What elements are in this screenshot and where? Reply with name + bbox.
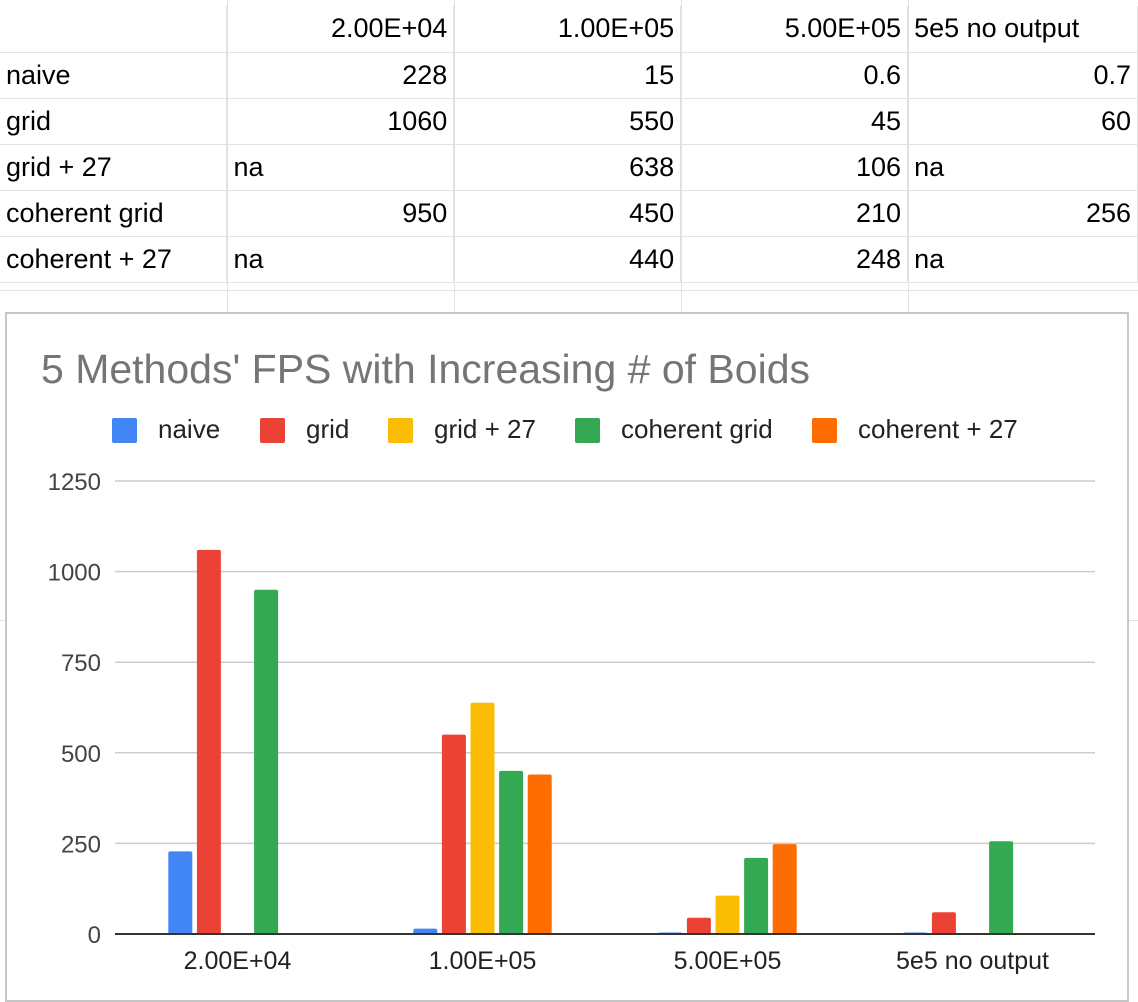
bar-coherent-grid-2[interactable] xyxy=(744,857,769,934)
header-cell[interactable]: 1.00E+05 xyxy=(453,6,682,53)
bar-coherent-grid-1[interactable] xyxy=(499,770,524,934)
cell[interactable]: 248 xyxy=(680,236,909,283)
x-tick-label: 1.00E+05 xyxy=(429,947,537,975)
cell[interactable]: 228 xyxy=(226,52,455,99)
cell[interactable]: na xyxy=(907,236,1138,283)
table-row: coherent + 27 na 440 248 na xyxy=(0,236,1138,283)
chart-title: 5 Methods' FPS with Increasing # of Boid… xyxy=(41,346,810,392)
cell[interactable]: 638 xyxy=(453,144,682,191)
cell[interactable]: 1060 xyxy=(226,98,455,145)
cell[interactable]: 15 xyxy=(453,52,682,99)
row-label-cell[interactable]: grid xyxy=(0,98,228,145)
row-label-cell[interactable]: coherent grid xyxy=(0,190,228,237)
cell[interactable]: 550 xyxy=(453,98,682,145)
bar-coherent-grid-0[interactable] xyxy=(254,589,279,934)
y-tick-label: 500 xyxy=(61,741,101,768)
bar-naive-0[interactable] xyxy=(168,851,193,934)
cell[interactable] xyxy=(0,6,228,53)
legend-label: grid xyxy=(306,414,350,444)
cell[interactable]: na xyxy=(226,144,455,191)
legend-swatch xyxy=(388,418,413,443)
x-tick-label: 5e5 no output xyxy=(896,947,1049,975)
header-cell[interactable]: 2.00E+04 xyxy=(226,6,455,53)
cell[interactable]: 45 xyxy=(680,98,909,145)
bar-grid-27-1[interactable] xyxy=(470,702,495,934)
cell[interactable]: 450 xyxy=(453,190,682,237)
bar-grid-2[interactable] xyxy=(686,917,711,934)
y-tick-label: 0 xyxy=(88,922,101,949)
bar-grid-27-2[interactable] xyxy=(715,895,740,934)
cell[interactable]: 106 xyxy=(680,144,909,191)
x-tick-label: 2.00E+04 xyxy=(184,947,292,975)
cell[interactable]: 60 xyxy=(907,98,1138,145)
embedded-chart[interactable]: 5 Methods' FPS with Increasing # of Boid… xyxy=(5,312,1129,1002)
cell[interactable]: 0.7 xyxy=(907,52,1138,99)
legend-label: naive xyxy=(158,414,221,444)
bar-coherent-27-2[interactable] xyxy=(772,844,797,934)
cell[interactable]: na xyxy=(226,236,455,283)
legend-swatch xyxy=(260,418,285,443)
legend-label: coherent grid xyxy=(621,414,773,444)
legend-swatch xyxy=(812,418,837,443)
table-row: coherent grid 950 450 210 256 xyxy=(0,190,1138,237)
cell[interactable]: na xyxy=(907,144,1138,191)
row-label-cell[interactable]: coherent + 27 xyxy=(0,236,228,283)
y-tick-label: 250 xyxy=(61,831,101,858)
header-row: 2.00E+04 1.00E+05 5.00E+05 5e5 no output xyxy=(0,6,1138,53)
row-label-cell[interactable]: grid + 27 xyxy=(0,144,228,191)
legend-swatch xyxy=(112,418,137,443)
bar-grid-3[interactable] xyxy=(931,912,956,934)
bar-coherent-27-1[interactable] xyxy=(527,774,552,934)
y-tick-label: 1250 xyxy=(48,469,101,496)
header-cell[interactable]: 5e5 no output xyxy=(907,6,1138,53)
table-row: grid 1060 550 45 60 xyxy=(0,98,1138,145)
table-row: naive 228 15 0.6 0.7 xyxy=(0,52,1138,99)
bar-grid-0[interactable] xyxy=(196,549,221,934)
cell[interactable]: 210 xyxy=(680,190,909,237)
bar-coherent-grid-3[interactable] xyxy=(989,841,1014,934)
bar-naive-1[interactable] xyxy=(413,928,438,934)
cell[interactable]: 950 xyxy=(226,190,455,237)
data-table: 2.00E+04 1.00E+05 5.00E+05 5e5 no output… xyxy=(0,6,1138,283)
legend-label: coherent + 27 xyxy=(858,414,1018,444)
legend-label: grid + 27 xyxy=(434,414,536,444)
table-row: grid + 27 na 638 106 na xyxy=(0,144,1138,191)
row-gridline xyxy=(0,290,1138,291)
bar-grid-1[interactable] xyxy=(441,734,466,934)
bar-chart-plot: 0 250 500 750 1000 1250 2.00E+04 1.00E+05 5.00E+… xyxy=(48,469,1095,975)
header-cell[interactable]: 5.00E+05 xyxy=(680,6,909,53)
cell[interactable]: 256 xyxy=(907,190,1138,237)
y-tick-label: 750 xyxy=(61,650,101,677)
cell[interactable]: 0.6 xyxy=(680,52,909,99)
x-tick-label: 5.00E+05 xyxy=(674,947,782,975)
legend-swatch xyxy=(575,418,600,443)
cell[interactable]: 440 xyxy=(453,236,682,283)
y-tick-label: 1000 xyxy=(48,560,101,587)
row-label-cell[interactable]: naive xyxy=(0,52,228,99)
